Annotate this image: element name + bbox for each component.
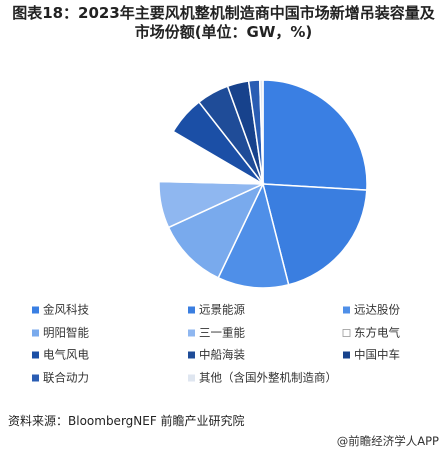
chart-title: 图表18：2023年主要风机整机制造商中国市场新增吊装容量及市场份额(单位：GW… — [12, 4, 435, 41]
legend-label: 金风科技 — [43, 303, 89, 317]
legend-label: 远达股份 — [354, 303, 400, 317]
legend-label: 中船海装 — [199, 348, 245, 362]
legend-label: 其他（含国外整机制造商） — [199, 371, 337, 385]
legend-swatch — [343, 351, 350, 359]
legend-label: 明阳智能 — [43, 326, 89, 340]
legend-label: 联合动力 — [43, 371, 89, 385]
legend-swatch — [32, 329, 39, 337]
legend-swatch — [188, 306, 195, 314]
pie-slice — [217, 181, 290, 289]
legend-swatch — [32, 351, 39, 359]
legend-swatch — [342, 329, 351, 337]
pie-slice — [167, 182, 265, 279]
pie-slice — [258, 79, 264, 185]
legend-label: 三一重能 — [199, 326, 245, 340]
legend-label: 电气风电 — [43, 348, 89, 362]
legend-swatch — [343, 306, 350, 314]
legend-swatch — [32, 306, 39, 314]
legend-swatch — [188, 329, 195, 337]
footer: @前瞻经济学人APP — [336, 434, 439, 448]
legend-swatch — [188, 374, 195, 382]
legend-swatch — [32, 374, 39, 382]
legend-label: 远景能源 — [199, 303, 245, 317]
legend-swatch — [188, 351, 195, 359]
legend-label: 东方电气 — [354, 326, 400, 340]
pie-slice — [262, 183, 368, 286]
source: 资料来源：BloombergNEF 前瞻产业研究院 — [8, 414, 245, 428]
legend-label: 中国中车 — [354, 348, 400, 362]
pie-slice — [262, 79, 368, 191]
